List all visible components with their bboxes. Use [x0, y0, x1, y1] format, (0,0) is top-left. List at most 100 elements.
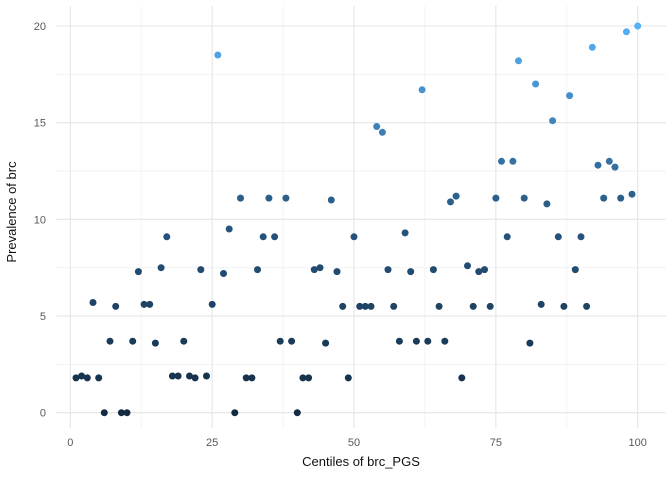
data-point — [186, 372, 193, 380]
data-point — [271, 233, 279, 241]
data-point — [299, 374, 307, 382]
data-point — [112, 302, 120, 310]
data-point — [151, 339, 159, 347]
data-point — [486, 302, 494, 310]
data-point — [611, 163, 619, 171]
data-point — [344, 374, 352, 382]
data-point — [231, 409, 239, 417]
data-point — [418, 86, 426, 94]
y-tick-label: 0 — [40, 408, 46, 420]
data-point — [532, 80, 540, 88]
data-point — [515, 57, 522, 65]
data-point — [503, 233, 511, 241]
data-point — [180, 337, 188, 345]
data-point — [588, 43, 596, 51]
data-point — [571, 266, 579, 274]
x-axis-tick-labels: 0 25 50 75 100 — [67, 437, 647, 449]
x-tick-label: 50 — [348, 437, 360, 449]
data-point — [83, 374, 91, 382]
data-point — [146, 300, 154, 308]
x-tick-label: 25 — [206, 437, 218, 449]
data-point — [350, 233, 358, 241]
data-point — [469, 302, 477, 310]
data-point — [305, 374, 313, 382]
data-point — [322, 339, 330, 347]
gridlines-major — [56, 6, 666, 428]
data-point — [265, 194, 273, 202]
data-point — [327, 196, 335, 204]
data-point — [316, 264, 324, 272]
x-axis-title: Centiles of brc_PGS — [302, 454, 420, 469]
data-point — [129, 337, 137, 345]
x-tick-label: 75 — [490, 437, 502, 449]
data-point — [492, 194, 500, 202]
data-point — [634, 22, 642, 30]
data-point — [367, 302, 375, 310]
data-point — [100, 409, 108, 417]
data-point — [282, 194, 290, 202]
data-point — [447, 198, 454, 206]
data-point — [248, 374, 256, 382]
data-point — [117, 409, 125, 417]
data-point — [520, 194, 528, 202]
data-point — [543, 200, 551, 208]
data-point — [617, 194, 625, 202]
data-point — [549, 117, 557, 125]
data-point — [458, 374, 466, 382]
data-point — [293, 409, 301, 417]
y-axis-title: Prevalence of brc — [4, 161, 19, 263]
y-tick-label: 20 — [34, 21, 46, 33]
data-point — [288, 337, 296, 345]
data-point — [106, 337, 114, 345]
data-point — [373, 123, 381, 130]
data-point — [163, 233, 171, 241]
data-point — [361, 302, 369, 310]
gridlines-minor — [56, 6, 666, 428]
data-point — [72, 374, 80, 382]
y-tick-label: 15 — [34, 118, 46, 130]
data-point — [429, 266, 437, 274]
data-point — [339, 302, 347, 310]
data-point — [203, 372, 210, 380]
data-point — [174, 372, 182, 380]
data-point — [310, 266, 318, 274]
data-point — [191, 374, 199, 382]
data-point — [435, 302, 443, 310]
data-point — [526, 339, 534, 347]
data-point — [583, 302, 591, 310]
data-point — [333, 268, 341, 276]
data-point — [214, 51, 222, 59]
data-point — [208, 300, 216, 308]
data-point — [622, 28, 630, 36]
data-point — [401, 229, 409, 237]
data-point — [356, 302, 364, 310]
data-point — [554, 233, 562, 241]
data-point — [140, 300, 148, 308]
data-point — [225, 225, 233, 233]
data-point — [197, 266, 205, 274]
data-point — [560, 302, 568, 310]
data-point — [89, 299, 97, 306]
data-point — [594, 161, 602, 169]
data-point — [378, 128, 386, 136]
x-tick-label: 100 — [629, 437, 647, 449]
data-point — [168, 372, 176, 380]
data-point — [95, 374, 103, 382]
data-point — [475, 268, 483, 276]
y-axis-tick-labels: 0 5 10 15 20 — [34, 21, 46, 420]
data-point — [577, 233, 585, 241]
data-point — [600, 194, 608, 202]
data-point — [441, 337, 449, 345]
data-point — [395, 337, 403, 345]
data-point — [384, 266, 392, 274]
data-point — [464, 262, 471, 270]
data-point — [276, 337, 284, 345]
data-point — [123, 409, 131, 417]
data-point — [537, 300, 545, 308]
data-point — [481, 266, 488, 274]
data-point — [220, 270, 227, 277]
data-point — [452, 192, 460, 200]
data-point — [605, 157, 613, 165]
